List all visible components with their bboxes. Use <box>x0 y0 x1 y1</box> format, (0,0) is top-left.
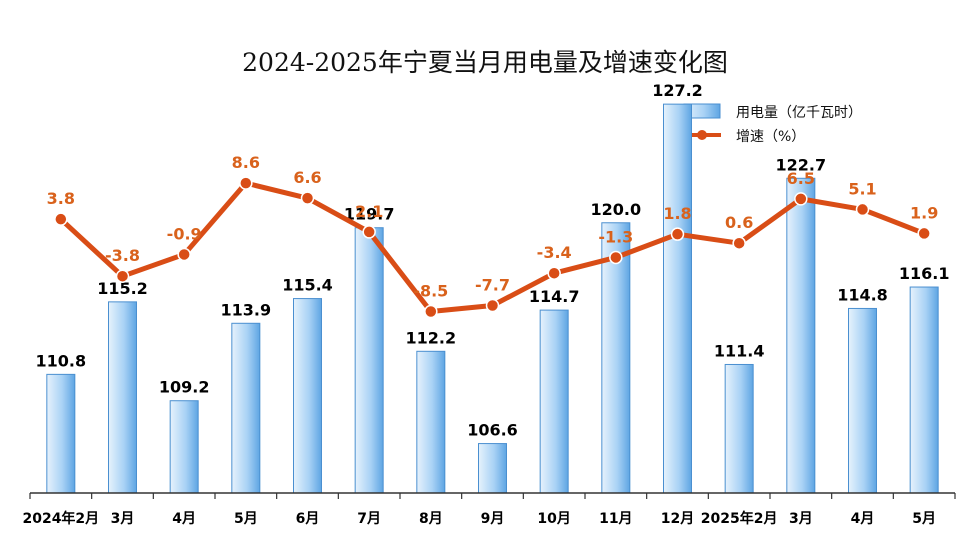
bar-value-label: 114.8 <box>837 285 888 304</box>
bar-labels-group: 110.8 115.2 109.2 113.9 115.4 119.7 112.2 106.6… <box>36 81 950 439</box>
rate-value-label: -8.5 <box>413 282 448 301</box>
rate-marker <box>300 191 315 205</box>
bar <box>108 301 137 494</box>
x-tick-label: 3月 <box>111 511 135 527</box>
rate-marker <box>485 298 500 313</box>
bar <box>539 309 569 494</box>
legend-bar-label: 用电量（亿千瓦时） <box>736 105 862 121</box>
rate-value-label: 0.6 <box>725 213 753 232</box>
bar <box>478 443 507 494</box>
rate-value-label: 1.9 <box>910 203 938 222</box>
x-axis <box>29 492 956 499</box>
rate-value-label: 6.5 <box>787 169 815 188</box>
bar <box>416 350 446 494</box>
x-tick-label: 8月 <box>419 511 443 527</box>
x-tick-label: 11月 <box>599 511 632 527</box>
bar-value-label: 110.8 <box>36 351 87 370</box>
x-tick-label: 12月 <box>661 511 694 527</box>
rate-value-label: 6.6 <box>293 168 321 187</box>
legend-line-marker <box>697 130 707 140</box>
rate-marker <box>609 250 623 265</box>
bar <box>293 298 322 494</box>
x-tick-labels: 2024年2月 3月 4月 5月 6月 7月 8月 9月 10月 11月 12月 2025年2月 3月 4… <box>22 510 936 527</box>
x-tick-label: 2025年2月 <box>701 510 778 527</box>
x-tick-label: 10月 <box>537 511 570 527</box>
rate-value-label: -7.7 <box>475 276 510 295</box>
bar <box>724 363 754 494</box>
x-tick-label: 4月 <box>172 511 196 527</box>
rate-marker <box>424 304 438 319</box>
x-tick-label: 6月 <box>296 511 320 527</box>
bar <box>909 286 939 494</box>
rate-marker <box>239 176 253 190</box>
bar-value-label: 120.0 <box>591 200 642 219</box>
bar-value-label: 127.2 <box>652 81 703 100</box>
bar-value-label: 114.7 <box>529 287 580 306</box>
rate-line-group <box>54 176 931 319</box>
x-tick-label: 2024年2月 <box>22 510 99 527</box>
bar <box>231 322 261 494</box>
bar <box>663 103 692 494</box>
rate-value-label: 2.1 <box>355 202 383 221</box>
bar <box>169 400 199 494</box>
bar-value-label: 115.2 <box>97 279 148 298</box>
bar-value-label: 109.2 <box>159 378 210 397</box>
x-tick-label: 4月 <box>851 511 875 527</box>
rate-marker <box>362 225 376 239</box>
x-tick-label: 9月 <box>481 511 505 527</box>
bar <box>848 307 877 494</box>
rate-marker <box>855 202 870 217</box>
bar-value-label: 115.4 <box>282 276 333 295</box>
bar-value-label: 112.2 <box>406 328 457 347</box>
rate-labels-group: 3.8 -3.8 -0.9 8.6 6.6 2.1 -8.5 -7.7 -3.4 -1.3 1.8 0… <box>47 153 939 300</box>
bar-value-label: 113.9 <box>221 300 272 319</box>
bar-value-label: 122.7 <box>776 155 827 174</box>
rate-marker <box>670 227 685 241</box>
x-tick-label: 3月 <box>789 511 813 527</box>
bar-value-label: 106.6 <box>467 421 518 440</box>
bar-value-label: 119.7 <box>344 205 395 224</box>
chart-title: 2024-2025年宁夏当月用电量及增速变化图 <box>242 48 728 77</box>
bar <box>786 177 816 494</box>
x-tick-label: 7月 <box>357 511 381 527</box>
rate-marker <box>794 192 808 206</box>
rate-value-label: 8.6 <box>232 153 260 172</box>
rate-value-label: 3.8 <box>47 189 75 208</box>
bar <box>601 222 631 494</box>
rate-value-label: -3.8 <box>105 246 140 265</box>
bar <box>354 227 384 494</box>
rate-value-label: -0.9 <box>167 224 202 243</box>
bar-value-label: 116.1 <box>899 264 950 283</box>
rate-marker <box>547 266 561 280</box>
bar-value-label: 111.4 <box>714 341 765 360</box>
rate-value-label: -1.3 <box>598 227 633 246</box>
rate-marker <box>115 269 130 283</box>
legend: 用电量（亿千瓦时） 增速（%） <box>683 103 862 145</box>
rate-marker <box>917 226 931 241</box>
x-tick-label: 5月 <box>234 511 258 527</box>
rate-value-label: -3.4 <box>537 243 572 262</box>
rate-marker <box>732 236 746 250</box>
rate-value-label: 5.1 <box>848 179 876 198</box>
rate-marker <box>54 212 68 226</box>
rate-marker <box>177 247 191 262</box>
rate-value-label: 1.8 <box>663 204 691 223</box>
legend-line-label: 增速（%） <box>736 129 805 145</box>
bar <box>46 373 76 494</box>
x-tick-label: 5月 <box>912 511 936 527</box>
